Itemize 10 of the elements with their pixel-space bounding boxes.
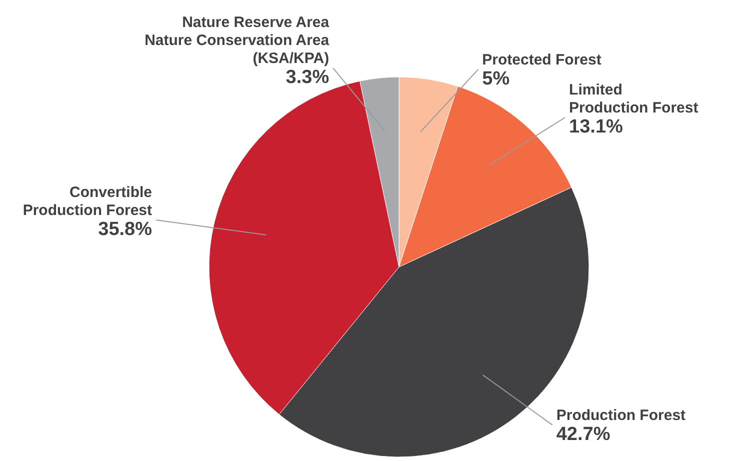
data-label: 3.3% — [286, 67, 330, 88]
data-label: 5% — [482, 68, 510, 90]
slice-label: Protected Forest — [482, 51, 602, 68]
data-label: 35.8% — [98, 218, 152, 240]
slice-label: Convertible Production Forest — [22, 184, 152, 219]
slice-label: Nature Reserve Area Nature Conservation Area (KSA/KPA) — [144, 14, 330, 68]
slice-label: Production Forest — [556, 406, 686, 424]
slice-label: Limited Production Forest — [569, 81, 698, 116]
data-label: 13.1% — [569, 116, 624, 138]
data-label: 42.7% — [556, 424, 610, 445]
